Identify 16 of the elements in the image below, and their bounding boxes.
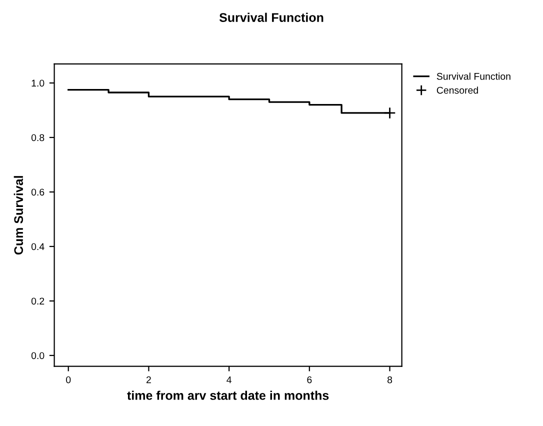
y-tick-label: 0.4 [31,243,44,250]
x-tick-label: 0 [66,376,71,384]
legend-label: Survival Function [436,72,510,80]
y-axis-title: Cum Survival [14,176,24,255]
y-tick-label: 0.0 [31,352,44,360]
y-tick-label: 1.0 [32,80,44,87]
y-tick-label: 0.2 [31,298,44,305]
x-tick-label: 2 [146,376,151,384]
x-axis-title: time from arv start date in months [127,390,329,400]
y-tick-label: 0.6 [31,188,44,196]
legend-label: Censored [436,86,478,94]
x-tick-label: 8 [387,376,392,384]
chart-title: Survival Function [219,12,324,22]
y-tick-label: 0.8 [31,134,44,142]
x-tick-label: 4 [226,376,232,384]
x-tick-label: 6 [307,376,312,384]
